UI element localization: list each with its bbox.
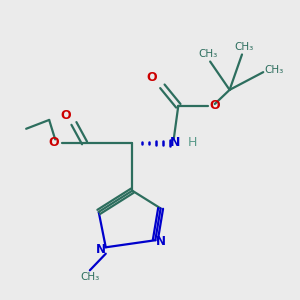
Text: CH₃: CH₃: [264, 65, 284, 75]
Text: N: N: [169, 136, 180, 149]
Text: O: O: [48, 136, 59, 149]
Text: N: N: [95, 243, 106, 256]
Text: O: O: [61, 109, 71, 122]
Text: CH₃: CH₃: [234, 42, 254, 52]
Text: H: H: [188, 136, 197, 149]
Text: CH₃: CH₃: [199, 50, 218, 59]
Text: O: O: [209, 99, 220, 112]
Text: N: N: [156, 236, 166, 248]
Text: CH₃: CH₃: [80, 272, 100, 282]
Text: O: O: [146, 71, 157, 84]
